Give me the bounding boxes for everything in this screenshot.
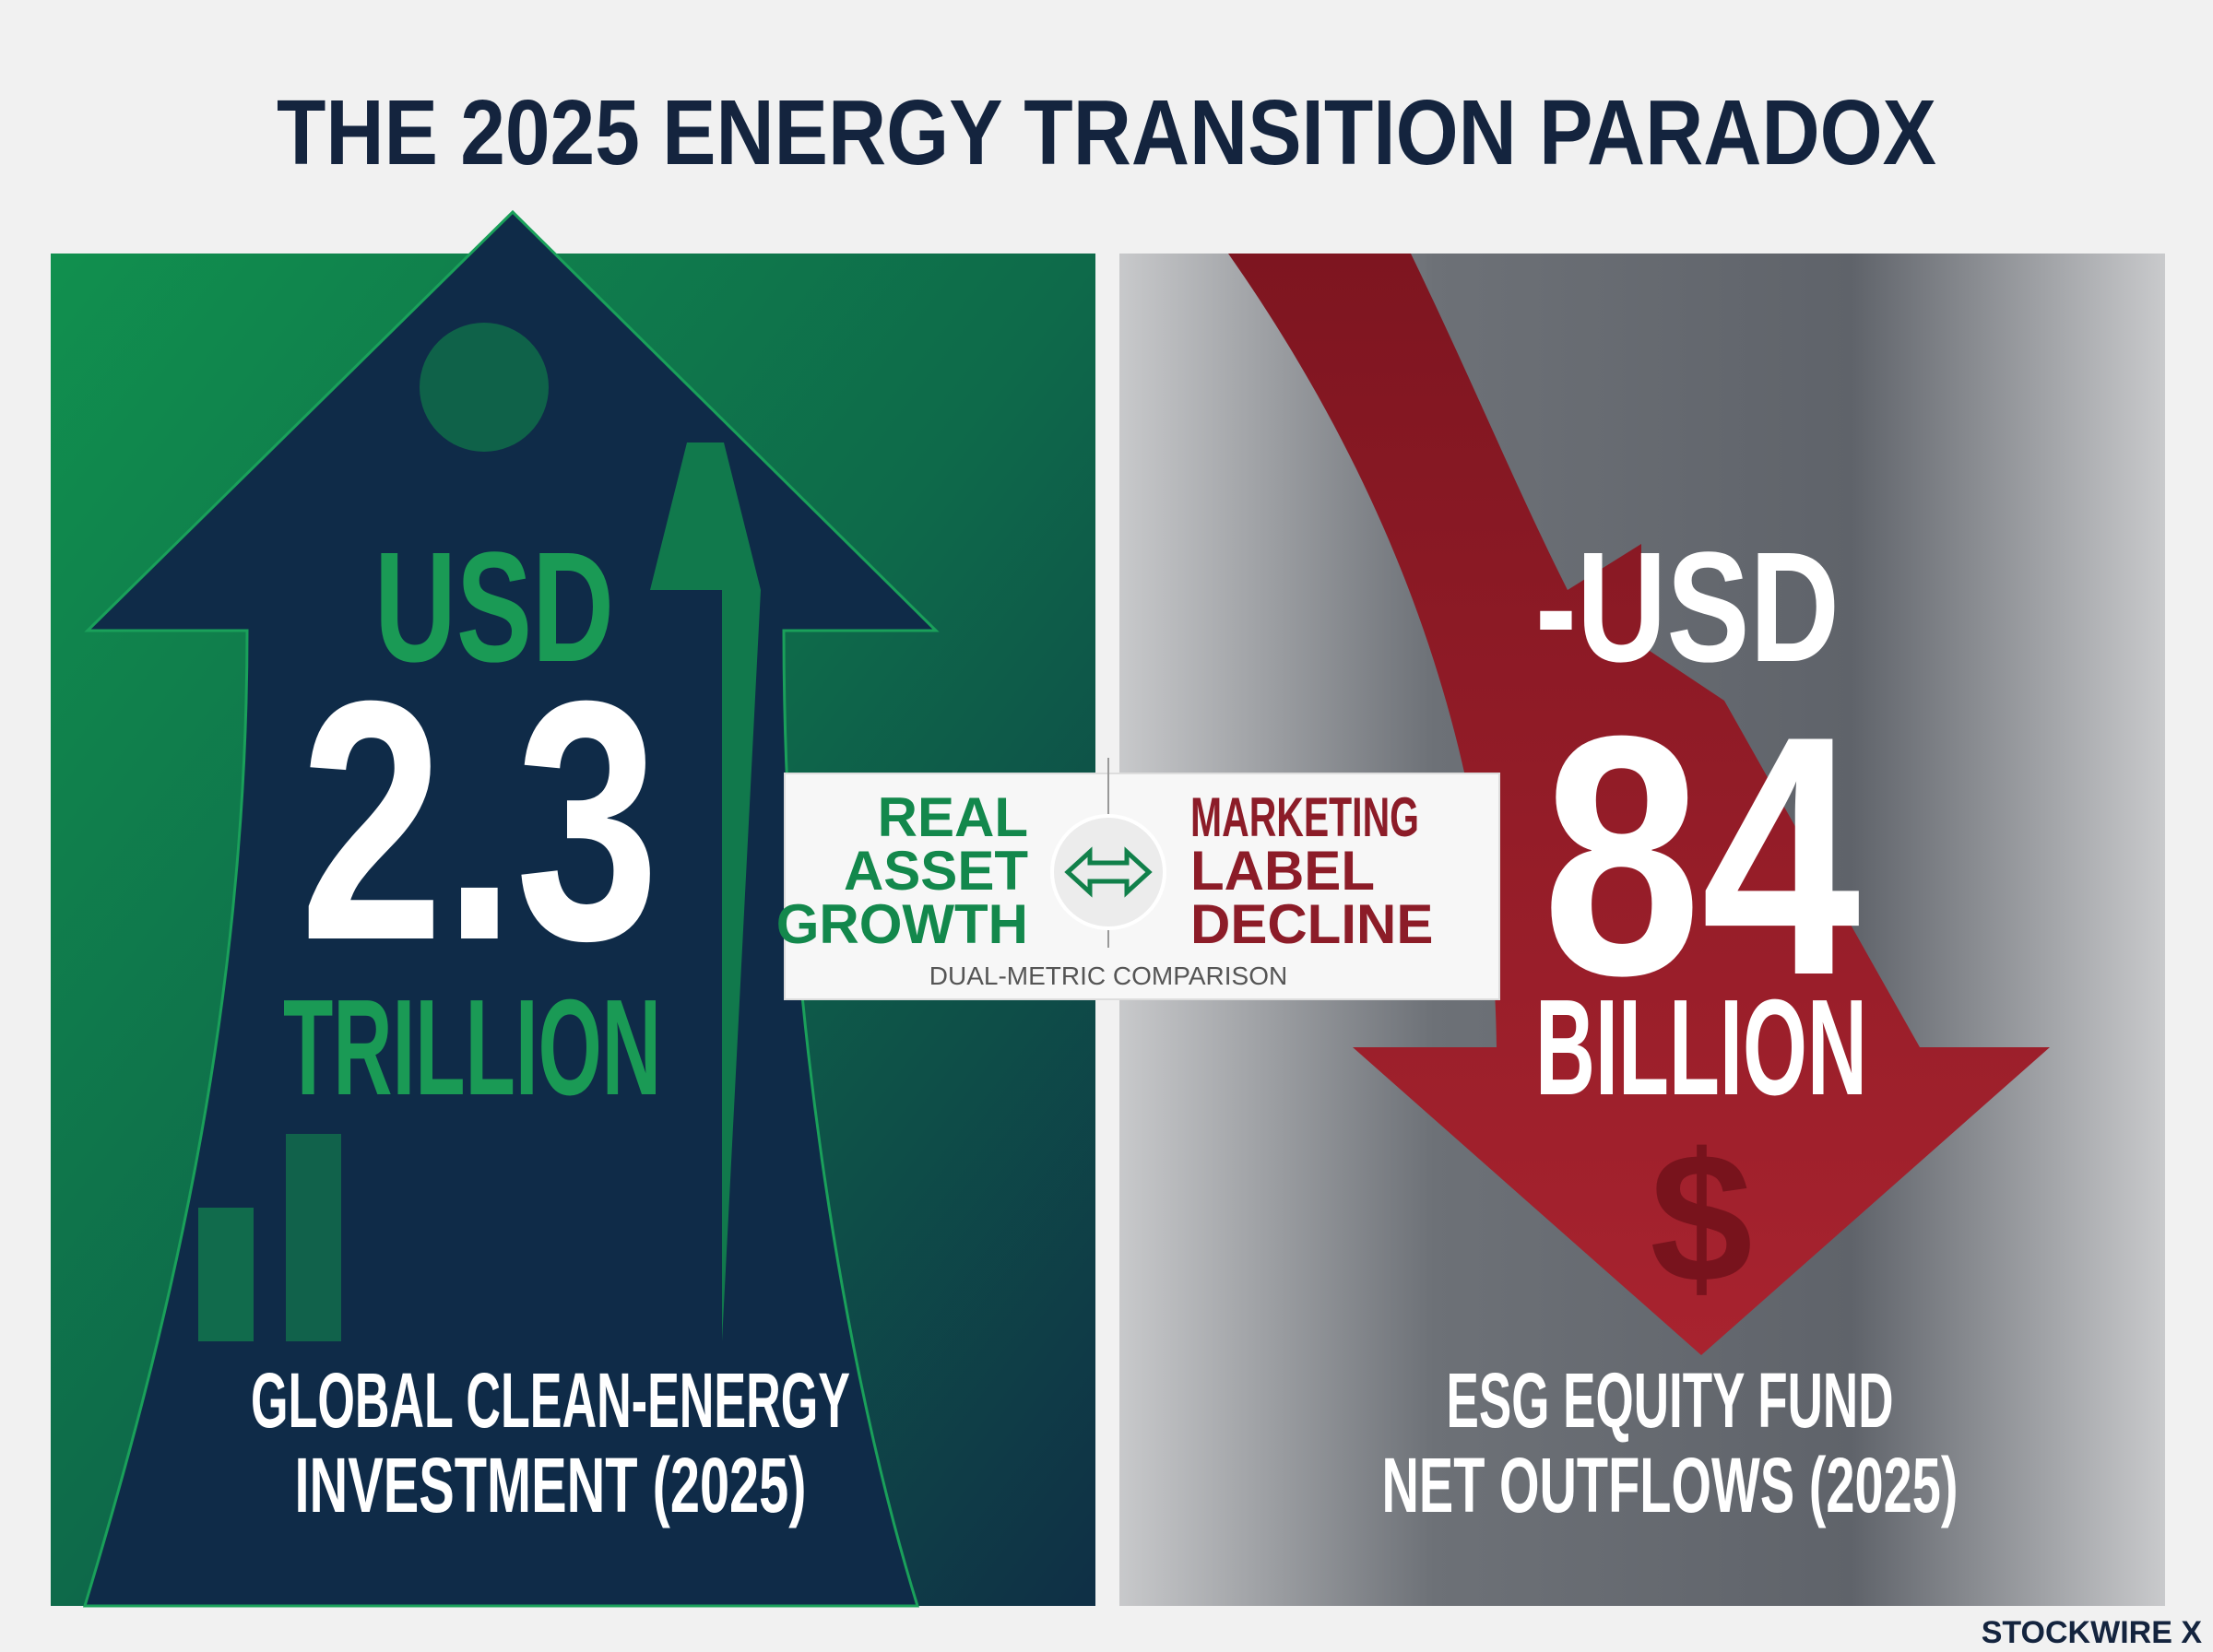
left-label: GROWTH [776, 893, 1028, 955]
down-arrow [1228, 254, 2050, 1355]
right-label: DECLINE [1190, 893, 1433, 955]
right-label: LABEL [1190, 840, 1375, 902]
left-label: REAL [878, 786, 1028, 848]
decor-bar [198, 1208, 254, 1341]
compare-icon [1050, 814, 1166, 930]
caption: NET OUTFLOWS (2025) [1382, 1442, 1959, 1528]
prefix: USD [374, 520, 614, 695]
caption: INVESTMENT (2025) [295, 1442, 807, 1528]
globe-icon [420, 323, 549, 452]
figure: 84 [1543, 666, 1863, 1046]
prefix: -USD [1535, 520, 1840, 695]
title: THE 2025 ENERGY TRANSITION PARADOX [277, 81, 1936, 184]
growth-arrow [650, 442, 761, 1341]
compare-arrows [1064, 846, 1153, 898]
figure: 2.3 [300, 631, 659, 1011]
caption: ESG EQUITY FUND [1447, 1357, 1894, 1444]
comparison-caption: DUAL-METRIC COMPARISON [929, 962, 1287, 990]
unit: BILLION [1535, 972, 1867, 1124]
right-label: MARKETING [1190, 786, 1419, 848]
brand: STOCKWIRE X [1982, 1615, 2203, 1650]
unit: TRILLION [283, 972, 661, 1124]
caption: GLOBAL CLEAN-ENERGY [251, 1357, 850, 1444]
left-label: ASSET [844, 840, 1028, 902]
decor-bar [286, 1134, 341, 1341]
dollar-icon: $ [1650, 1115, 1752, 1321]
